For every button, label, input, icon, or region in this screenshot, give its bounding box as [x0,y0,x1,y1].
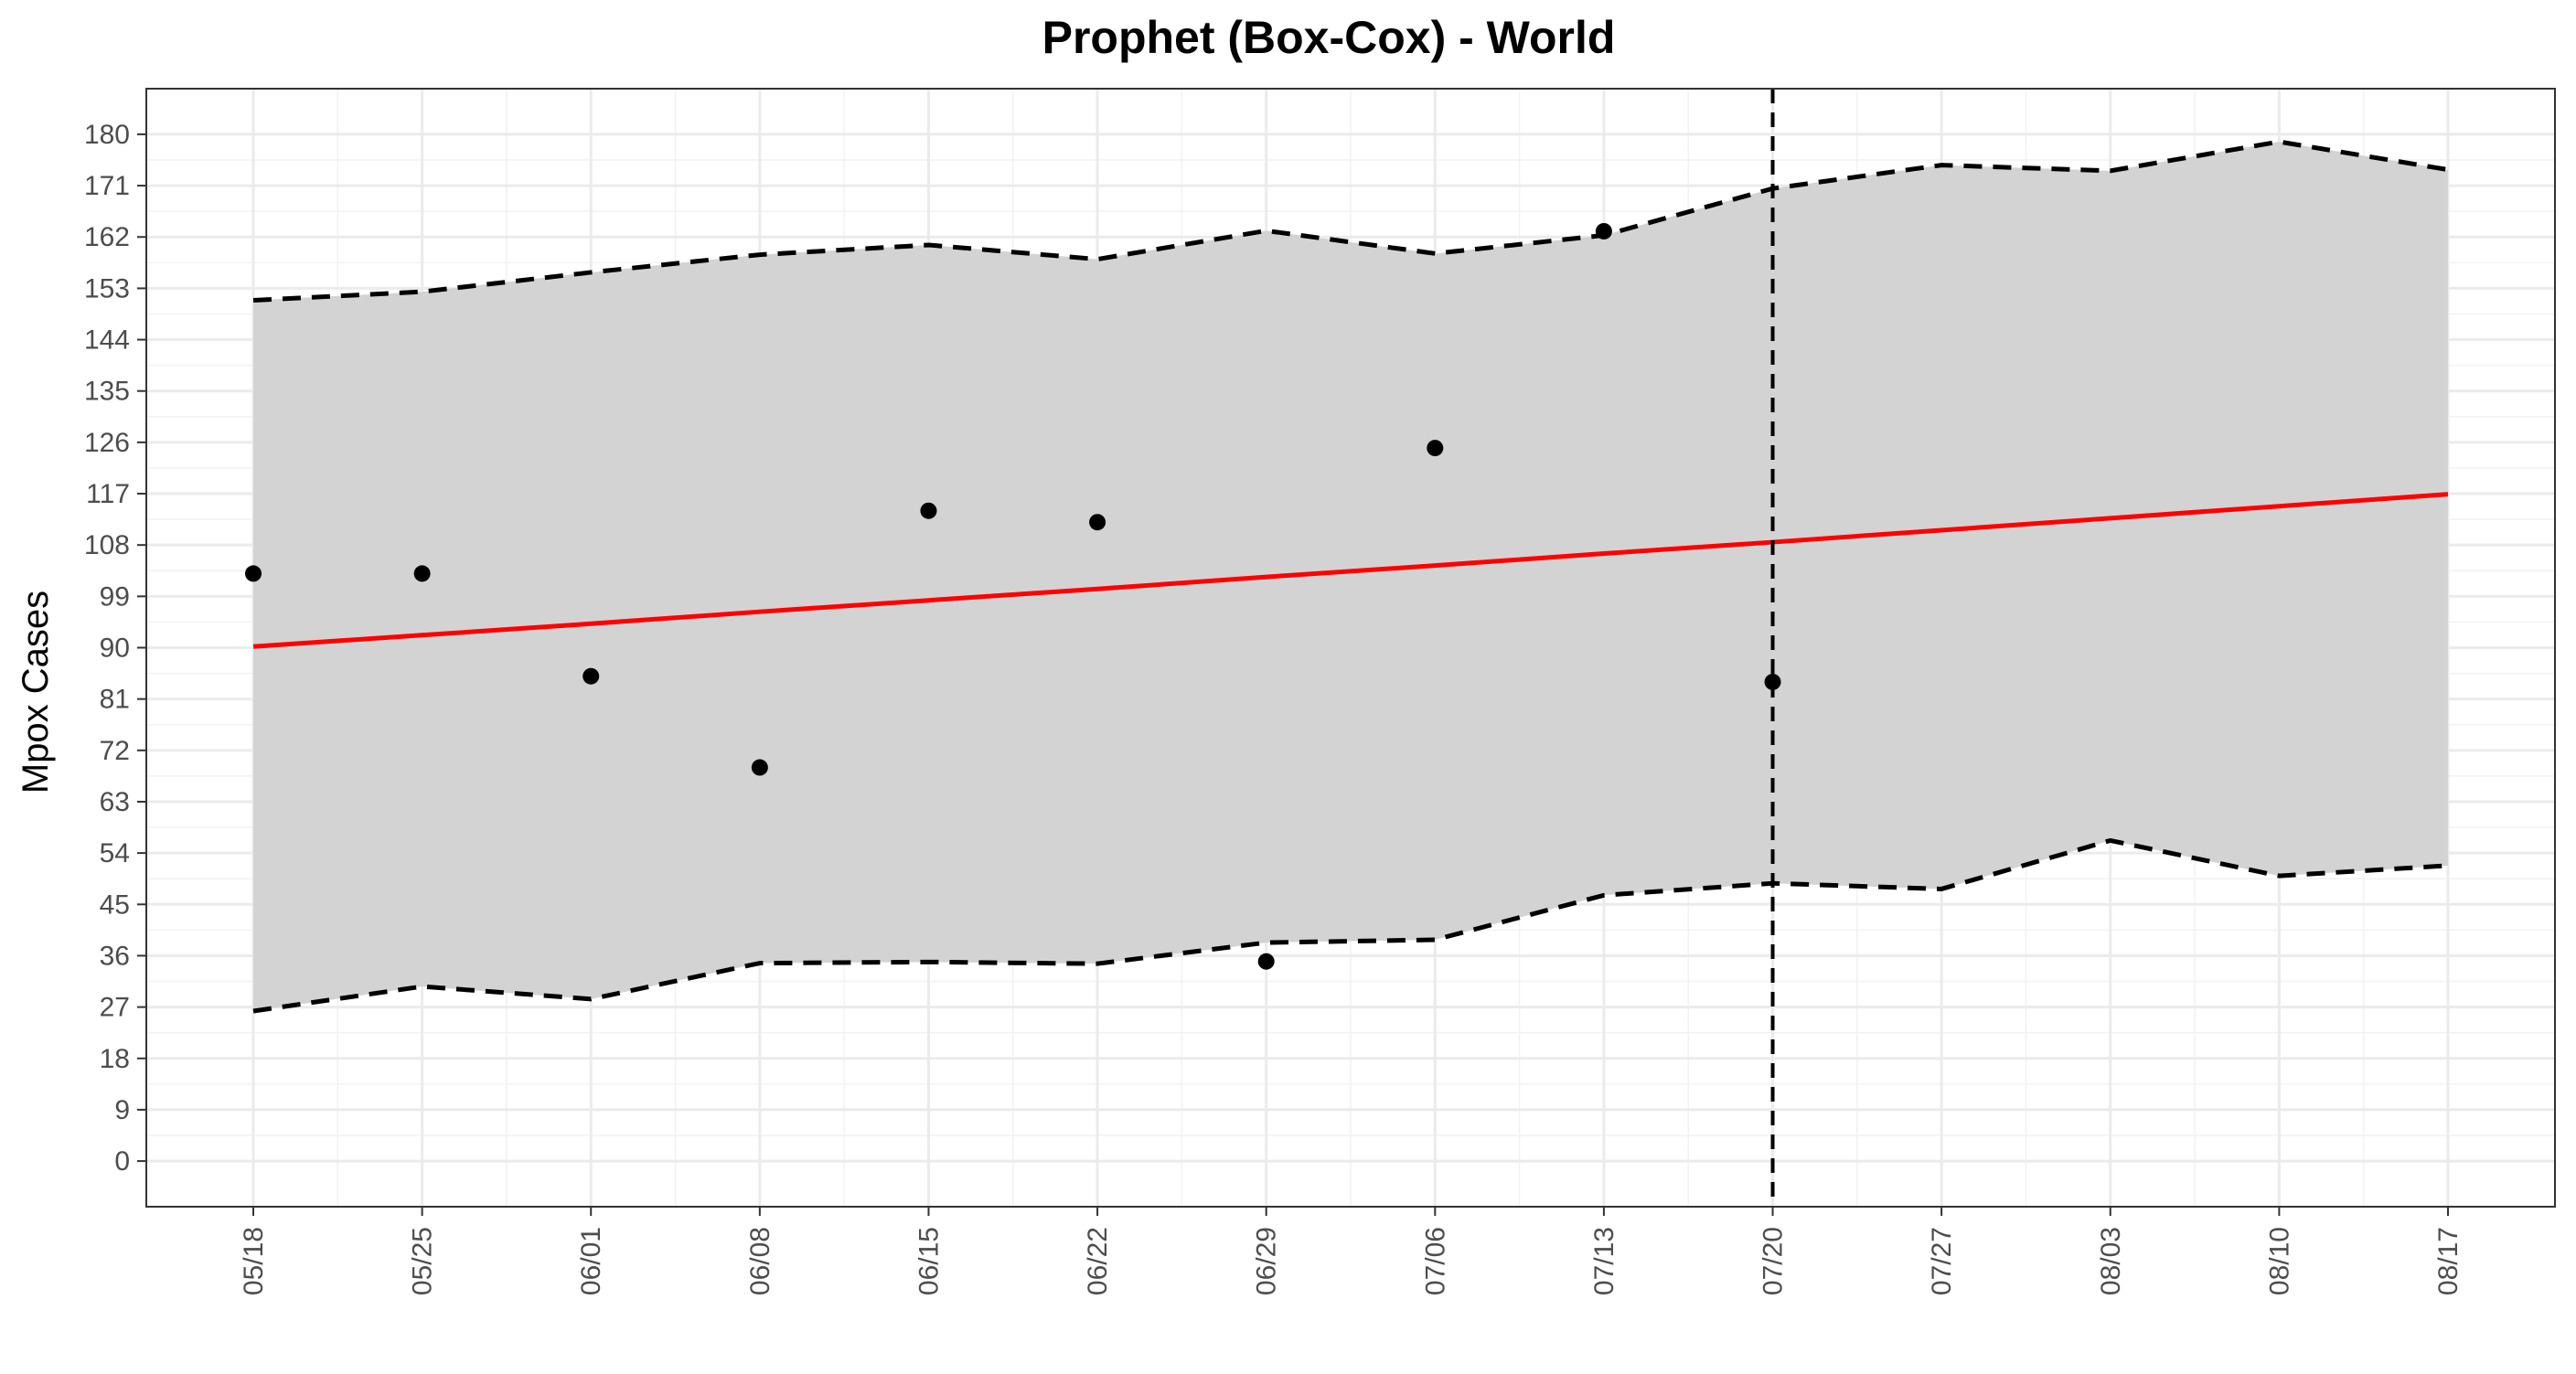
x-tick-label: 06/08 [745,1227,775,1295]
y-tick-label: 117 [86,479,130,509]
y-tick-label: 144 [84,325,130,356]
y-tick-label: 27 [100,993,130,1023]
data-point [920,502,937,519]
data-point [245,565,262,582]
y-tick-label: 162 [84,222,130,252]
chart-title: Prophet (Box-Cox) - World [1042,12,1616,63]
y-tick-label: 45 [100,889,130,920]
x-tick-label: 05/25 [408,1227,438,1295]
data-point [1257,953,1275,970]
x-tick-label: 08/10 [2264,1227,2294,1295]
y-tick-label: 36 [100,941,130,971]
data-point [1089,514,1106,531]
x-tick-label: 08/03 [2096,1227,2126,1295]
y-tick-label: 54 [100,838,130,868]
x-tick-label: 06/22 [1083,1227,1113,1295]
x-tick-label: 06/01 [576,1227,606,1295]
y-tick-label: 180 [84,120,130,150]
y-tick-label: 81 [100,685,130,715]
data-point [413,565,431,582]
y-tick-label: 9 [114,1095,130,1125]
y-axis: 0 9 18 27 36 45 54 63 72 81 90 99 108 117 126 135 144 153… [84,120,146,1177]
y-tick-label: 108 [84,530,130,560]
y-tick-label: 0 [114,1146,130,1177]
x-tick-label: 06/29 [1252,1227,1282,1295]
y-axis-label: Mpox Cases [16,591,56,794]
x-tick-label: 07/13 [1589,1227,1619,1295]
x-tick-label: 08/17 [2433,1227,2464,1295]
data-point [583,667,600,685]
y-tick-label: 126 [84,428,130,458]
x-axis: 05/18 05/25 06/01 06/08 06/15 06/22 06/29 07/06… [239,1207,2464,1295]
x-tick-label: 07/20 [1758,1227,1789,1295]
data-point [1595,222,1612,240]
lower-bound-line [252,837,2449,1014]
data-point [1427,440,1444,457]
x-tick-label: 06/15 [914,1227,944,1295]
prediction-interval-band [253,142,2448,1011]
x-tick-label: 05/18 [239,1227,269,1295]
data-point [1764,673,1781,690]
y-tick-label: 171 [84,171,130,201]
y-tick-label: 63 [100,787,130,817]
upper-bound-line [252,139,2449,303]
x-tick-label: 07/27 [1927,1227,1957,1295]
forecast-line [252,492,2449,649]
series-lines [252,139,2449,1014]
y-tick-label: 153 [84,273,130,304]
y-tick-label: 72 [100,736,130,766]
y-tick-label: 99 [100,581,130,612]
interval-band [253,142,2448,1011]
y-tick-label: 90 [100,634,130,664]
data-point [751,759,768,776]
y-tick-label: 18 [100,1044,130,1074]
x-tick-label: 07/06 [1420,1227,1450,1295]
observed-points [245,222,1781,970]
y-tick-label: 135 [84,377,130,407]
